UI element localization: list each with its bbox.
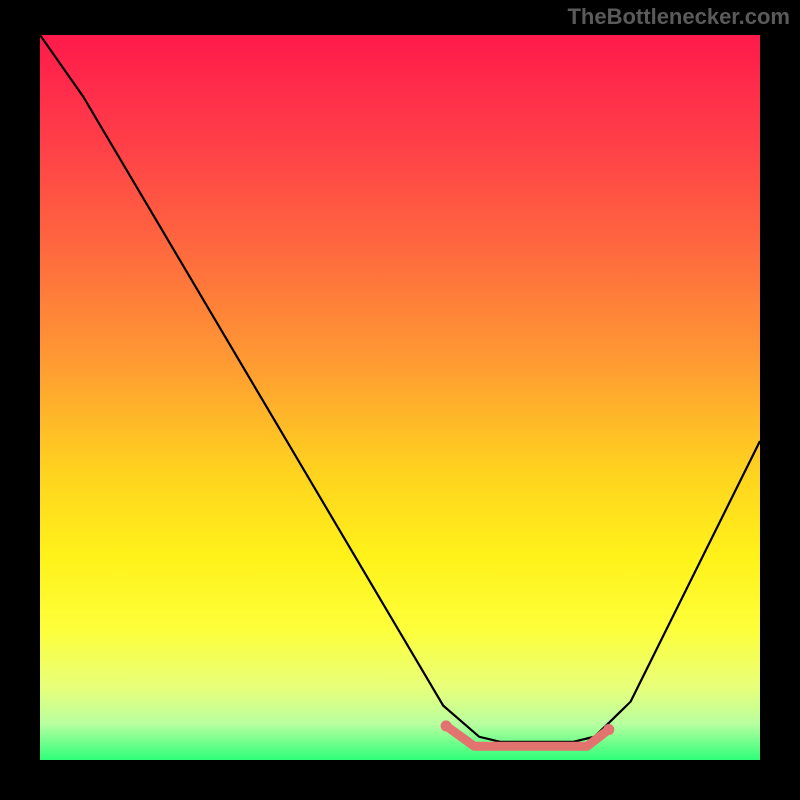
bottleneck-chart [0,0,800,800]
watermark-text: TheBottlenecker.com [567,4,790,30]
optimal-range-left-cap [441,720,452,731]
optimal-range-right-cap [603,724,614,735]
plot-background [40,35,760,760]
